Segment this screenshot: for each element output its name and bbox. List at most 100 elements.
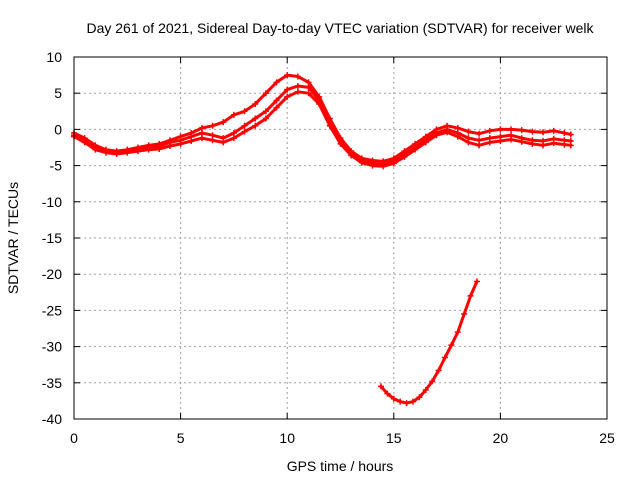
data-point [177,140,184,147]
y-tick-label: -25 [42,302,62,318]
data-point [401,153,408,160]
data-point [230,135,237,142]
y-tick-label: -30 [42,339,62,355]
data-point [454,124,461,131]
data-point [273,79,280,86]
data-point [561,141,568,148]
data-point [294,73,301,80]
data-point [497,126,504,133]
data-point [145,146,152,153]
data-point [390,160,397,167]
y-tick-label: 10 [46,49,62,65]
data-point [220,139,227,146]
data-point [273,97,280,104]
data-point [378,383,385,390]
grid-lines [74,57,607,419]
data-point [273,104,280,111]
data-point [326,122,333,129]
data-point [198,135,205,142]
data-point [448,342,455,349]
data-point [241,128,248,135]
data-point [412,146,419,153]
data-point [454,329,461,336]
data-point [156,145,163,152]
data-point [508,136,515,143]
data-point [230,130,237,137]
data-point [473,278,480,285]
data-point [284,93,291,100]
data-point [461,311,468,318]
y-tick-label: 5 [54,85,62,101]
y-tick-label: -20 [42,266,62,282]
y-tick-label: -5 [50,158,63,174]
x-tick-label: 25 [599,430,615,446]
data-point [252,115,259,122]
data-point [476,137,483,144]
data-point [166,143,173,150]
x-tick-label: 5 [177,430,185,446]
data-point [284,72,291,79]
data-point [486,139,493,146]
data-point [81,139,88,146]
data-point [209,137,216,144]
data-point [316,101,323,108]
data-point [550,140,557,147]
y-tick-label: 0 [54,121,62,137]
data-point [284,86,291,93]
data-point [567,131,574,138]
plot-frame [73,56,608,420]
data-point [422,387,429,394]
data-point [337,140,344,147]
data-point [262,108,269,115]
data-point [529,128,536,135]
data-point [209,132,216,139]
data-point [241,108,248,115]
data-point [390,395,397,402]
data-point [508,126,515,133]
data-point [561,130,568,137]
data-point [486,127,493,134]
data-point [518,138,525,145]
series-points-track-d [378,278,480,407]
data-point [294,82,301,89]
y-tick-label: -10 [42,194,62,210]
data-point [230,111,237,118]
data-point [403,400,410,407]
data-point [124,149,131,156]
data-point [305,90,312,97]
data-point [429,378,436,385]
data-point [305,79,312,86]
data-point [435,367,442,374]
data-point [465,139,472,146]
series-points-track-c [71,88,574,170]
data-point [497,137,504,144]
data-point [252,101,259,108]
x-tick-labels: 0 5 10 15 20 25 [70,430,615,446]
y-tick-label: -15 [42,230,62,246]
data-point [444,129,451,136]
y-axis-label: SDTVAR / TECUs [5,182,21,294]
data-point [476,142,483,149]
data-point [540,142,547,149]
data-point [262,115,269,122]
data-point [102,149,109,156]
data-point [550,127,557,134]
x-tick-label: 10 [279,430,295,446]
data-point [198,124,205,131]
series-layer [71,72,574,407]
data-point [113,151,120,158]
y-tick-label: -40 [42,411,62,427]
data-point [397,398,404,405]
data-point [416,394,423,401]
y-tick-label: -35 [42,375,62,391]
data-point [358,159,365,166]
data-point [369,162,376,169]
data-point [305,84,312,91]
chart-title: Day 261 of 2021, Sidereal Day-to-day VTE… [86,20,594,36]
data-point [441,354,448,361]
data-point [241,122,248,129]
data-point [476,130,483,137]
data-point [454,133,461,140]
